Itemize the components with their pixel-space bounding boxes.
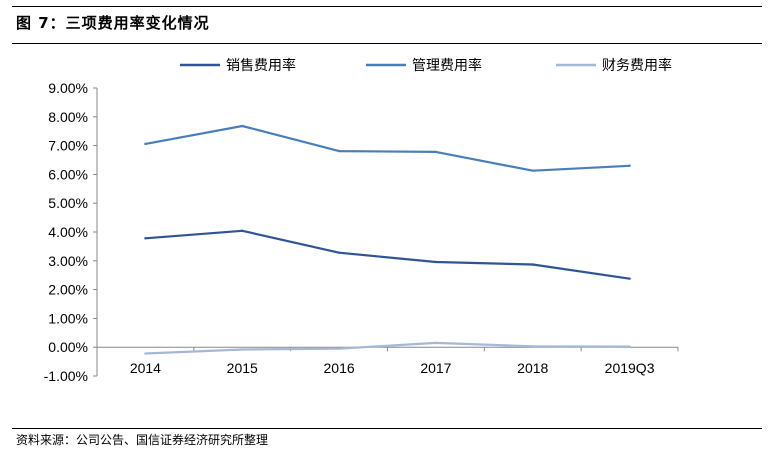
y-tick-label: 7.00% — [48, 138, 88, 154]
source-note: 资料来源：公司公告、国信证券经济研究所整理 — [16, 433, 269, 447]
legend-label-2: 管理费用率 — [412, 57, 482, 73]
data-point — [531, 345, 534, 348]
data-point — [337, 251, 341, 254]
x-tick-label: 2014 — [130, 360, 161, 376]
x-tick-label: 2017 — [420, 360, 451, 376]
series-line-2 — [145, 124, 630, 172]
data-point — [434, 260, 438, 264]
y-tick-label: 2.00% — [48, 282, 88, 298]
legend-label-3: 财务费用率 — [602, 57, 672, 73]
data-point — [531, 169, 534, 172]
data-point — [434, 341, 438, 345]
y-tick-label: 6.00% — [48, 166, 88, 182]
y-tick-label: 3.00% — [48, 253, 88, 269]
x-tick-label: 2015 — [227, 360, 258, 376]
data-point — [144, 142, 147, 146]
x-tick-label: 2016 — [324, 360, 355, 376]
data-point — [144, 352, 147, 355]
data-point — [241, 229, 244, 233]
y-tick-label: 8.00% — [48, 109, 88, 125]
data-point — [241, 124, 244, 128]
data-point — [628, 164, 631, 167]
title-rule — [12, 43, 762, 44]
y-tick-label: 5.00% — [48, 195, 88, 211]
data-point — [337, 149, 341, 153]
data-point — [628, 345, 631, 348]
expense-ratio-line-chart: 9.00% 8.00% 7.00% 6.00% 5.00% 4.00% 3.00% 2.00%… — [44, 57, 679, 384]
figure-title: 图 7：三项费用率变化情况 — [16, 14, 210, 32]
legend-label-1: 销售费用率 — [226, 57, 296, 73]
data-point — [241, 348, 244, 351]
x-tick-label: 2019Q3 — [605, 360, 655, 376]
series-line-3 — [145, 341, 630, 355]
y-tick-label: 9.00% — [48, 80, 88, 96]
data-point — [628, 277, 631, 280]
series-line-1 — [145, 229, 630, 280]
y-tick-label: 0.00% — [48, 339, 88, 355]
data-point — [434, 150, 438, 154]
data-point — [337, 347, 341, 350]
x-tick-label: 2018 — [517, 360, 548, 376]
y-tick-label: -1.00% — [44, 368, 88, 384]
y-tick-label: 1.00% — [48, 310, 88, 326]
data-point — [531, 263, 534, 266]
source-rule — [12, 428, 762, 429]
top-rule — [12, 6, 762, 7]
data-point — [144, 237, 147, 240]
y-tick-label: 4.00% — [48, 224, 88, 240]
